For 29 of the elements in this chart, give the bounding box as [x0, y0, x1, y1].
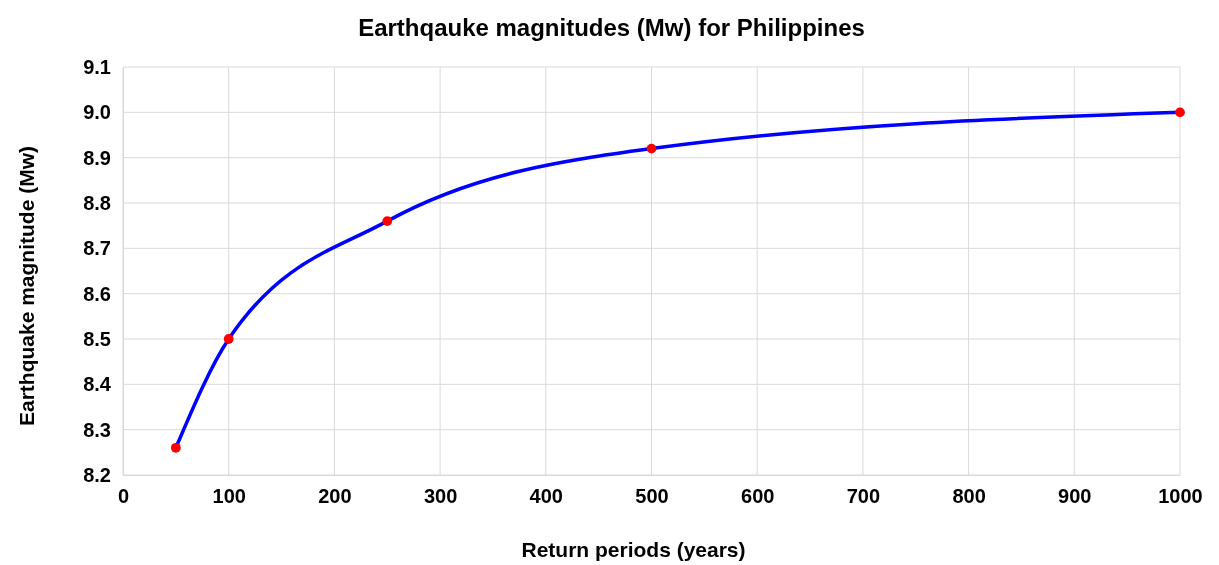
y-tick-label: 8.5	[83, 327, 111, 350]
y-tick-label: 8.7	[83, 237, 111, 260]
x-tick-label: 400	[529, 485, 563, 508]
x-axis-title: Return periods (years)	[521, 538, 746, 561]
x-tick-label: 200	[318, 485, 352, 508]
chart-title: Earthqauke magnitudes (Mw) for Philippines	[358, 14, 865, 41]
point	[170, 442, 181, 453]
y-tick-label: 8.4	[83, 373, 112, 396]
point	[1175, 107, 1185, 118]
y-tick-label: 8.9	[83, 146, 111, 169]
y-axis-title: Earthquake magnitude (Mw)	[15, 145, 38, 427]
y-tick-label: 8.2	[83, 463, 111, 486]
y-tick-label: 8.3	[83, 418, 111, 441]
point	[223, 334, 234, 344]
x-tick-label: 600	[741, 485, 775, 508]
y-tick-label: 8.6	[83, 282, 111, 305]
y-tick-label: 9.1	[83, 55, 111, 78]
y-tick-label: 9.0	[83, 101, 111, 124]
x-tick-label: 500	[635, 485, 669, 508]
x-tick-label: 1000	[1158, 485, 1203, 508]
x-tick-label: 300	[423, 485, 458, 508]
x-tick-label: 800	[952, 485, 986, 508]
x-tick-label: 100	[212, 485, 246, 508]
point	[646, 143, 657, 154]
x-tick-label: 900	[1058, 485, 1092, 508]
y-tick-label: 8.8	[83, 191, 111, 214]
x-tick-label: 0	[117, 485, 130, 508]
point	[382, 216, 393, 227]
x-tick-label: 700	[846, 485, 881, 508]
